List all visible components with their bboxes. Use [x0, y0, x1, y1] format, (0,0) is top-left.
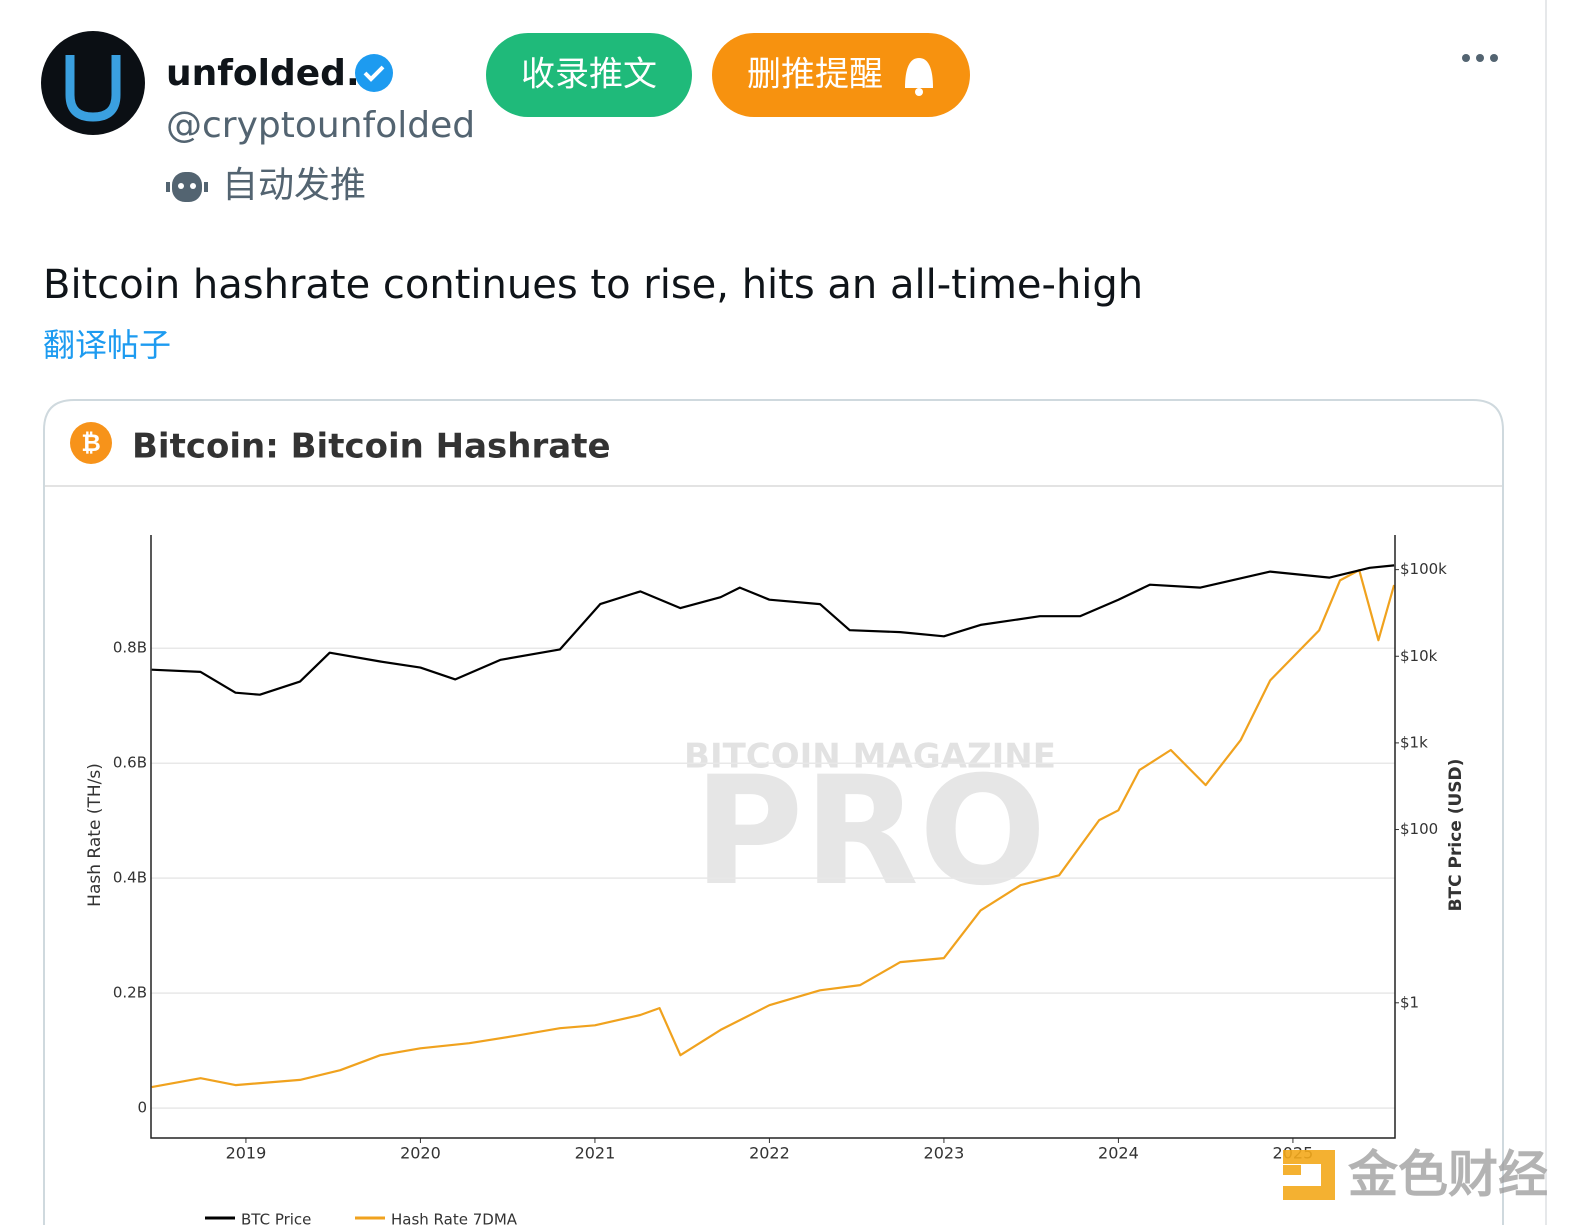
delete-alert-button[interactable] [712, 33, 970, 117]
card-title: Bitcoin: Bitcoin Hashrate [132, 427, 611, 467]
y2-axis-title: BTC Price (USD) [1446, 759, 1466, 912]
avatar-logo [65, 55, 121, 122]
x-tick-label: 2020 [400, 1144, 441, 1163]
chart-watermark: PRO [694, 745, 1047, 919]
y2-tick-label: $10k [1400, 647, 1438, 665]
y2-tick-label: $1 [1400, 993, 1419, 1011]
y-tick-label: 0.6B [113, 754, 147, 772]
author-name[interactable]: unfolded. [166, 53, 360, 94]
legend-label: BTC Price [241, 1211, 311, 1225]
bot-eye [178, 183, 184, 189]
x-tick-label: 2021 [575, 1144, 616, 1163]
bot-icon [172, 172, 202, 202]
bot-icon [204, 182, 208, 192]
y-tick-label: 0.2B [113, 984, 147, 1002]
verified-check [363, 65, 385, 82]
y-tick-label: 0 [137, 1099, 147, 1117]
chart-watermark: BITCOIN MAGAZINE [684, 737, 1056, 777]
verified-badge [355, 54, 393, 92]
y-tick-label: 0.4B [113, 869, 147, 887]
bot-icon [166, 182, 170, 192]
x-tick-label: 2023 [924, 1144, 965, 1163]
author-handle[interactable]: @cryptounfolded [166, 105, 475, 146]
x-tick-label: 2022 [749, 1144, 790, 1163]
overlay-watermark: 金色财经 [1348, 1146, 1548, 1204]
collect-button[interactable] [486, 33, 692, 117]
bot-eye [190, 183, 196, 189]
y2-tick-label: $1k [1400, 733, 1428, 751]
y-axis-title: Hash Rate (TH/s) [85, 763, 105, 907]
series-line [151, 564, 1395, 696]
more-menu[interactable] [1462, 54, 1498, 62]
bitcoin-icon [70, 422, 112, 464]
series-line [151, 569, 1396, 1089]
bell-icon [905, 58, 933, 88]
plot-frame [150, 535, 1396, 1139]
bot-label: 自动发推 [222, 165, 366, 206]
overlay-logo [1283, 1150, 1335, 1200]
bitcoin-icon-symbol: ₿ [81, 429, 101, 457]
y2-tick-label: $100k [1400, 560, 1447, 578]
collect-button-label[interactable]: 收录推文 [521, 55, 657, 95]
y2-tick-label: $100 [1400, 820, 1438, 838]
media-card[interactable] [43, 399, 1504, 1225]
bell-icon [915, 88, 923, 96]
y-tick-label: 0.8B [113, 639, 147, 657]
translate-link[interactable]: 翻译帖子 [43, 326, 171, 364]
legend-label: Hash Rate 7DMA [391, 1211, 518, 1225]
x-tick-label: 2019 [226, 1144, 267, 1163]
delete-alert-label[interactable]: 删推提醒 [747, 55, 883, 95]
tweet-text: Bitcoin hashrate continues to rise, hits… [43, 262, 1143, 308]
x-tick-label: 2024 [1098, 1144, 1139, 1163]
